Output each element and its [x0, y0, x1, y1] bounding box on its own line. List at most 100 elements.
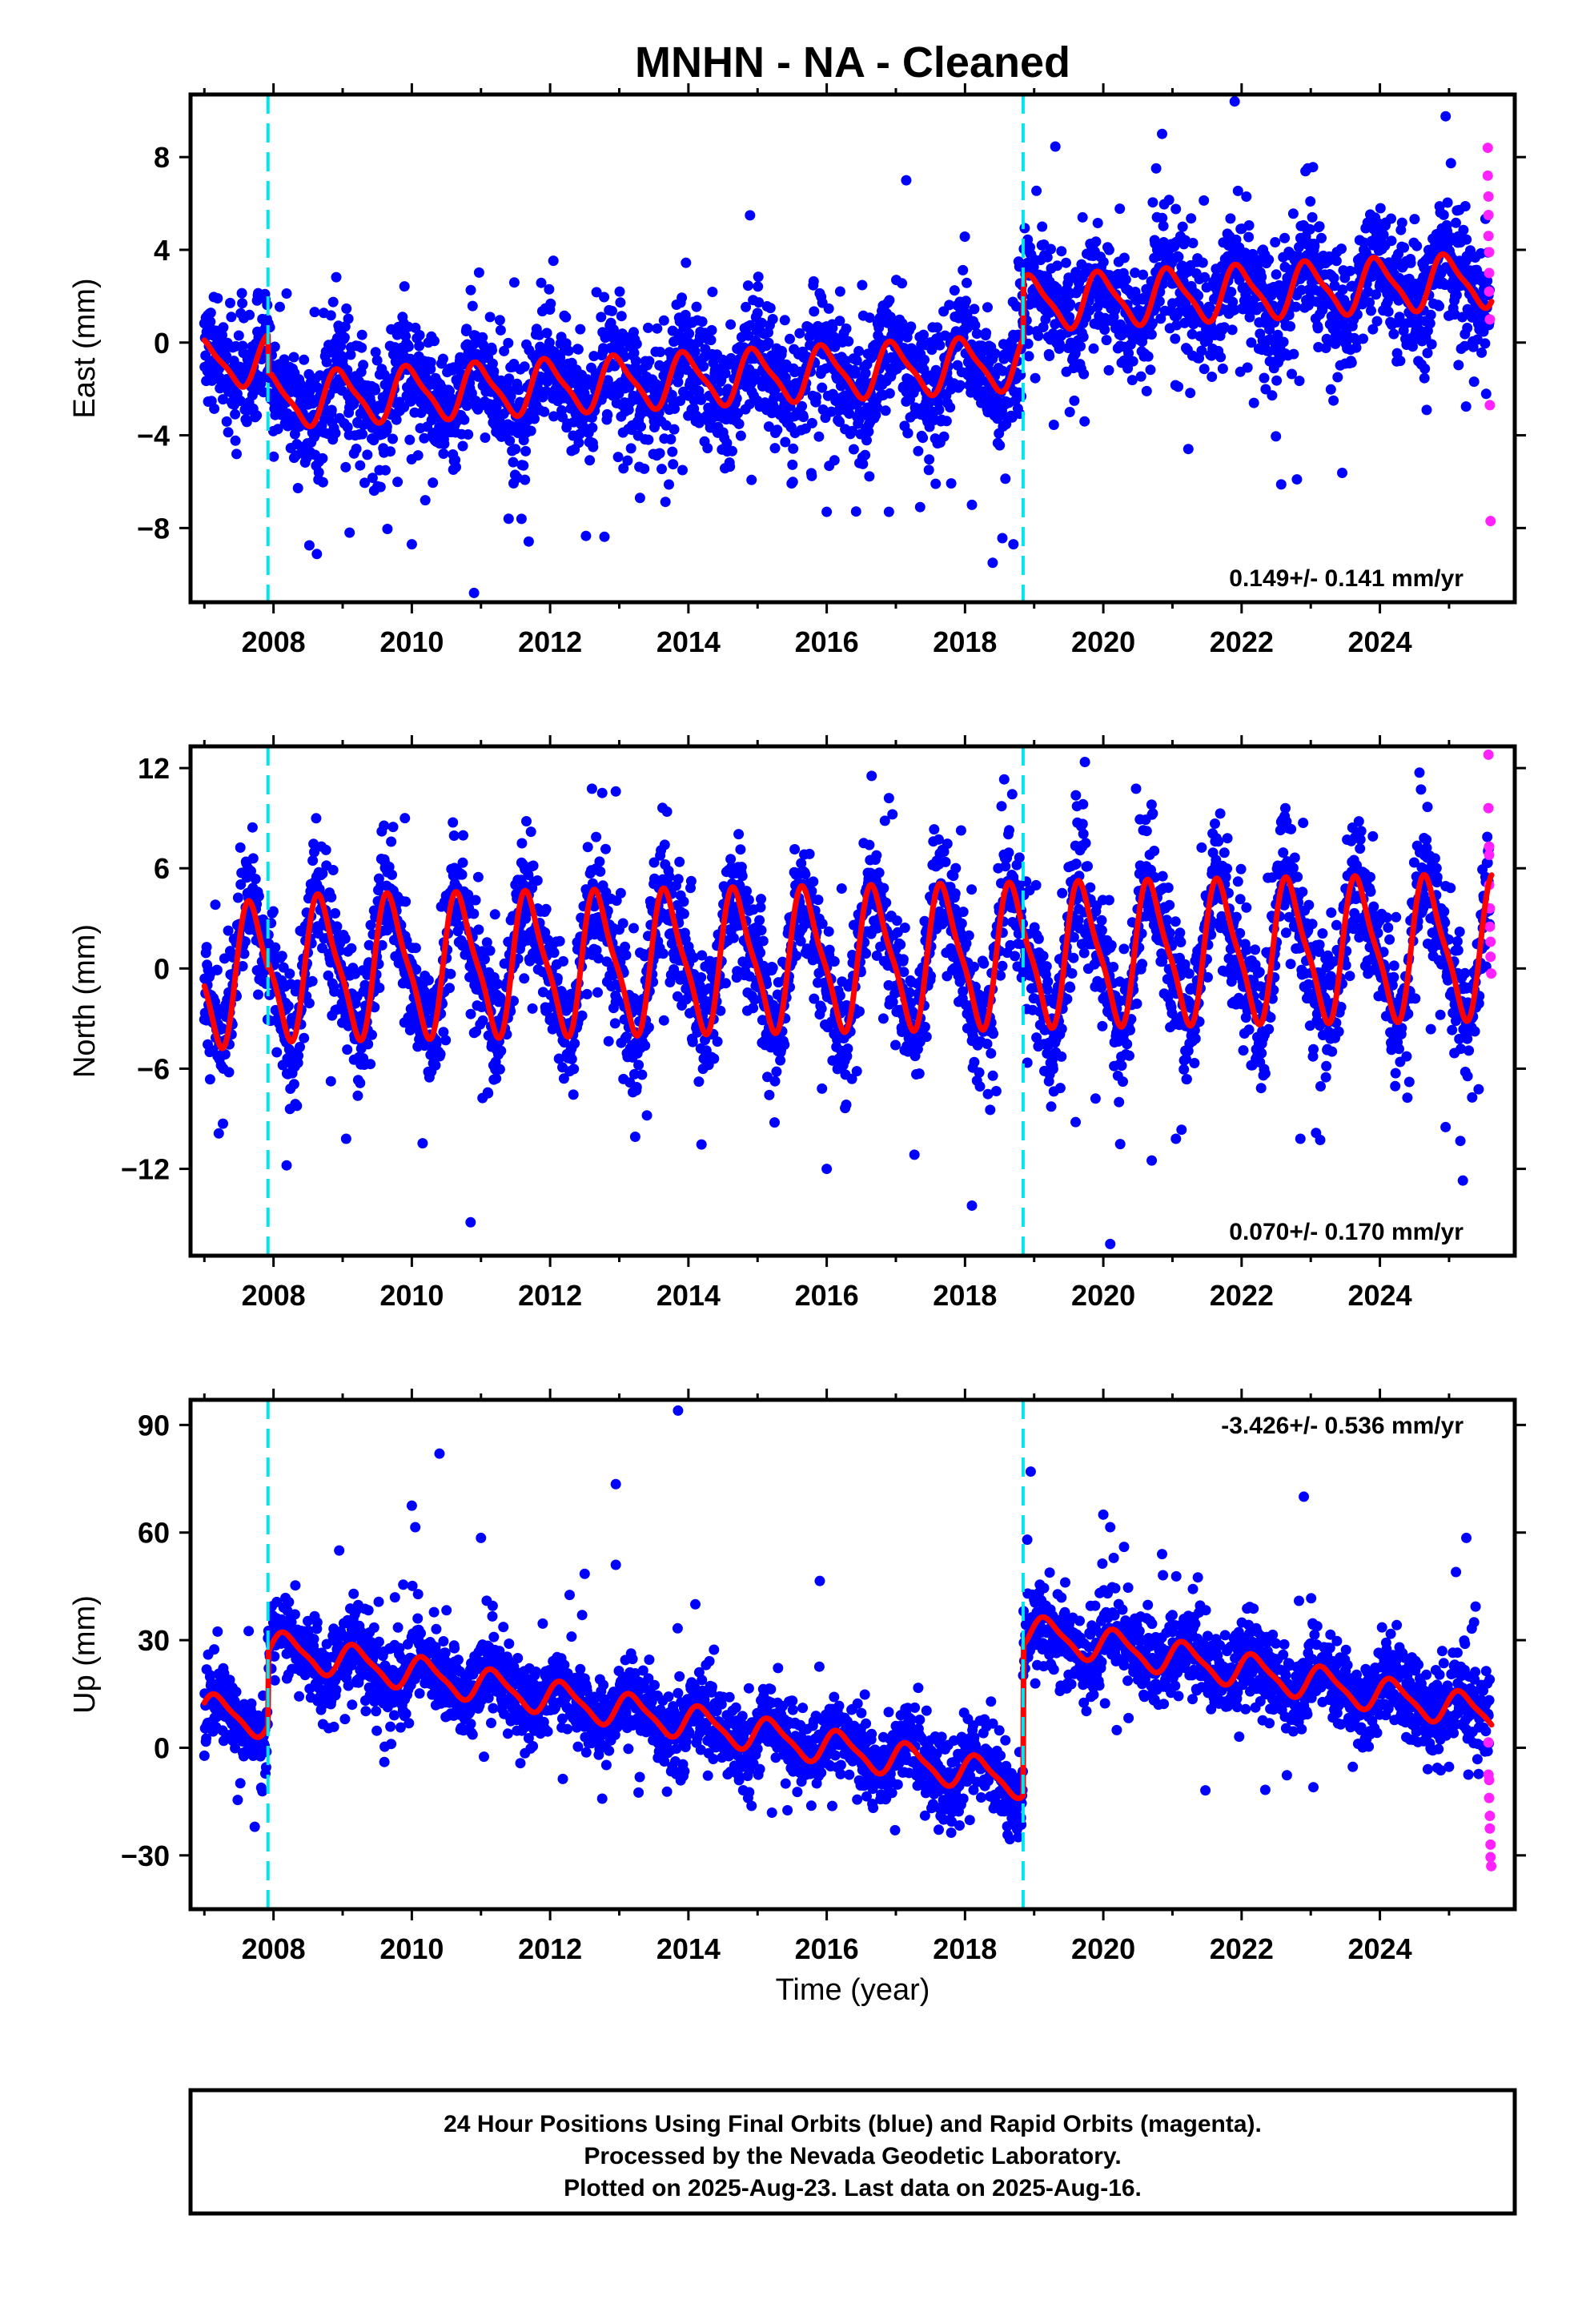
final-orbit-point	[505, 391, 516, 402]
final-orbit-point	[1098, 256, 1109, 267]
final-orbit-point	[1008, 539, 1019, 550]
y-tick-label: −4	[137, 420, 170, 452]
final-orbit-point	[982, 302, 993, 313]
final-orbit-point	[883, 506, 894, 517]
x-tick-label: 2020	[1071, 625, 1135, 658]
final-orbit-point	[1426, 339, 1437, 350]
final-orbit-point	[387, 822, 399, 833]
final-orbit-point	[344, 527, 355, 538]
final-orbit-point	[1196, 345, 1207, 356]
final-orbit-point	[430, 1059, 441, 1071]
final-orbit-point	[346, 943, 357, 954]
final-orbit-point	[754, 915, 765, 926]
final-orbit-point	[414, 340, 425, 352]
final-orbit-point	[1050, 141, 1061, 152]
final-orbit-point	[843, 336, 854, 347]
final-orbit-point	[272, 424, 283, 435]
final-orbit-point	[1332, 372, 1343, 383]
final-orbit-point	[639, 463, 650, 474]
final-orbit-point	[1279, 232, 1291, 243]
final-orbit-point	[213, 1128, 224, 1139]
final-orbit-point	[495, 324, 506, 336]
final-orbit-point	[223, 427, 234, 438]
final-orbit-point	[1054, 339, 1065, 349]
final-orbit-point	[392, 476, 404, 488]
final-orbit-point	[487, 344, 497, 356]
final-orbit-point	[358, 360, 369, 371]
final-orbit-point	[677, 464, 688, 476]
final-orbit-point	[1185, 388, 1196, 399]
final-orbit-point	[548, 947, 560, 959]
final-orbit-point	[513, 384, 524, 396]
final-orbit-point	[211, 964, 223, 975]
final-orbit-point	[1078, 368, 1090, 380]
final-orbit-point	[1075, 340, 1086, 352]
final-orbit-point	[529, 413, 540, 424]
final-orbit-point	[281, 1160, 292, 1171]
final-orbit-point	[1193, 290, 1204, 301]
final-orbit-point	[1138, 269, 1149, 280]
final-orbit-point	[1157, 212, 1168, 223]
final-orbit-point	[1405, 257, 1416, 268]
final-orbit-point	[463, 429, 474, 440]
final-orbit-point	[1291, 474, 1303, 485]
final-orbit-point	[1314, 221, 1325, 232]
final-orbit-point	[755, 947, 766, 959]
final-orbit-point	[357, 428, 368, 440]
final-orbit-point	[806, 470, 817, 481]
final-orbit-point	[269, 341, 280, 352]
final-orbit-point	[721, 978, 731, 989]
final-orbit-point	[330, 908, 341, 919]
final-orbit-point	[379, 820, 390, 831]
final-orbit-point	[1460, 201, 1471, 211]
final-orbit-point	[1155, 313, 1166, 324]
final-orbit-point	[657, 948, 669, 959]
final-orbit-point	[1146, 318, 1158, 329]
final-orbit-point	[1033, 330, 1044, 341]
final-orbit-point	[897, 278, 908, 289]
final-orbit-point	[233, 330, 244, 341]
final-orbit-point	[959, 231, 970, 242]
final-orbit-point	[1388, 328, 1399, 340]
final-orbit-point	[1078, 332, 1089, 343]
final-orbit-point	[440, 1035, 452, 1046]
final-orbit-point	[861, 435, 872, 446]
final-orbit-point	[414, 330, 425, 340]
final-orbit-point	[1061, 257, 1071, 268]
final-orbit-point	[339, 933, 351, 944]
final-orbit-point	[540, 386, 552, 397]
final-orbit-point	[1197, 257, 1208, 268]
final-orbit-point	[488, 366, 500, 377]
final-orbit-point	[467, 300, 478, 312]
final-orbit-point	[299, 1032, 310, 1043]
final-orbit-point	[640, 1040, 651, 1051]
final-orbit-point	[419, 432, 430, 444]
final-orbit-point	[946, 478, 957, 489]
final-orbit-point	[1346, 357, 1357, 368]
final-orbit-point	[1227, 296, 1239, 308]
final-orbit-point	[1150, 163, 1162, 174]
final-orbit-point	[380, 464, 391, 476]
final-orbit-point	[1480, 388, 1492, 400]
final-orbit-point	[794, 328, 805, 339]
final-orbit-point	[210, 899, 221, 911]
final-orbit-point	[264, 322, 275, 333]
final-orbit-point	[355, 1077, 366, 1088]
final-orbit-point	[678, 908, 689, 919]
final-orbit-point	[1141, 385, 1152, 396]
final-orbit-point	[232, 892, 243, 903]
final-orbit-point	[1242, 362, 1253, 373]
final-orbit-point	[457, 440, 468, 452]
final-orbit-point	[221, 416, 232, 427]
final-orbit-point	[1016, 391, 1027, 402]
final-orbit-point	[1103, 364, 1114, 376]
final-orbit-point	[930, 478, 942, 489]
final-orbit-point	[811, 392, 822, 403]
final-orbit-point	[241, 416, 252, 428]
final-orbit-point	[834, 316, 845, 327]
final-orbit-point	[941, 416, 952, 427]
final-orbit-point	[674, 856, 685, 867]
final-orbit-point	[743, 895, 754, 906]
final-orbit-point	[622, 455, 633, 466]
final-orbit-point	[1295, 284, 1307, 296]
